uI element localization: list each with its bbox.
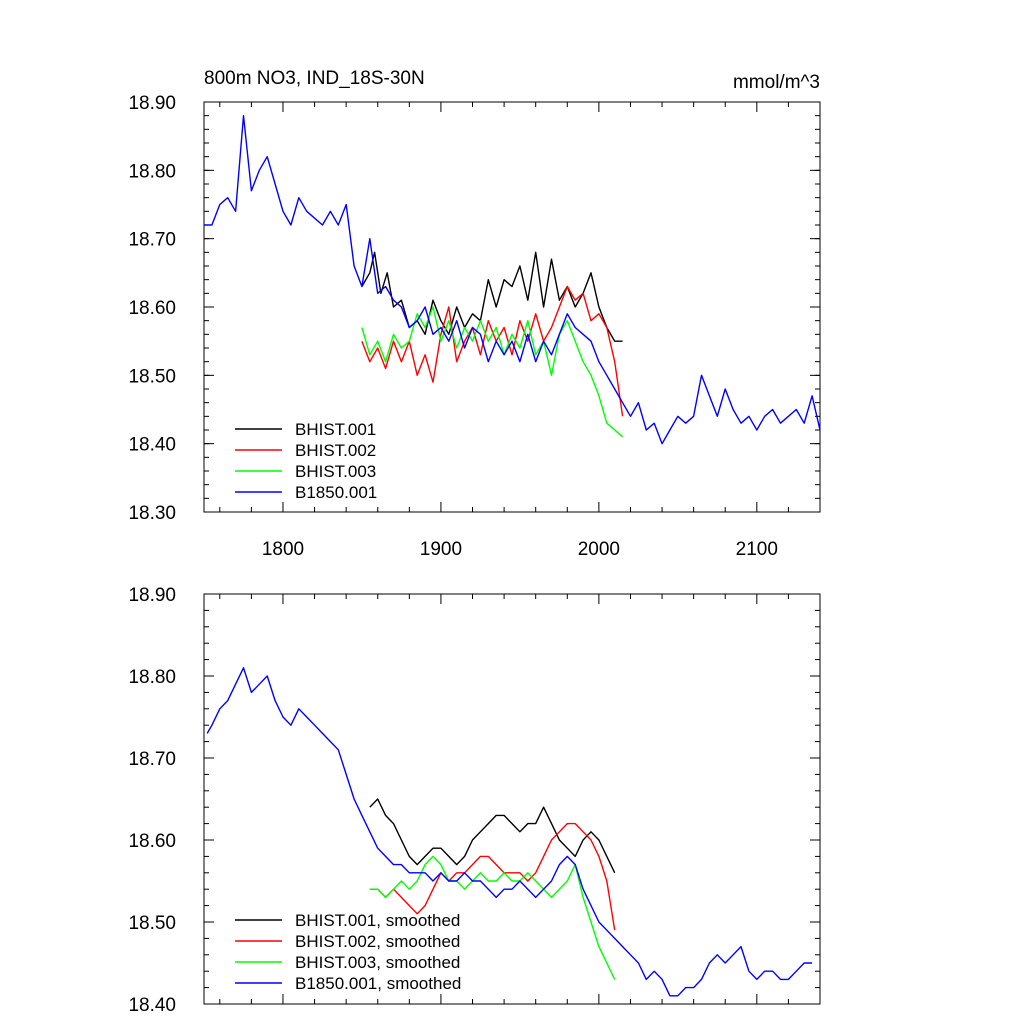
top-series-line-1 <box>361 285 624 417</box>
bottom-series-line-3 <box>206 667 813 997</box>
top-y-tick-label: 18.70 <box>128 230 176 251</box>
bottom-y-tick-label: 18.70 <box>128 749 176 770</box>
top-y-tick-label: 18.90 <box>128 93 176 114</box>
bottom-legend-label-3: B1850.001, smoothed <box>295 974 461 993</box>
top-y-tick-label: 18.30 <box>128 503 176 524</box>
top-y-tick-label: 18.60 <box>128 298 176 319</box>
top-legend-label-3: B1850.001 <box>295 483 377 502</box>
top-legend-label-0: BHIST.001 <box>295 420 376 439</box>
top-chart-panel: 1800 1900 2000 2100 18.30 18.40 18.50 18.60 18.7… <box>128 93 821 560</box>
bottom-series-line-1 <box>369 822 616 931</box>
top-x-tick-label: 1800 <box>262 539 304 560</box>
bottom-y-tick-label: 18.50 <box>128 913 176 934</box>
bottom-y-tick-label: 18.40 <box>128 995 176 1016</box>
chart-units-label: mmol/m^3 <box>733 72 820 93</box>
top-series-line-0 <box>361 251 623 342</box>
bottom-series-line-2 <box>369 855 616 980</box>
top-series-line-3 <box>204 114 821 445</box>
bottom-y-tick-label: 18.80 <box>128 667 176 688</box>
bottom-y-tick-label: 18.90 <box>128 585 176 606</box>
bottom-legend-label-0: BHIST.001, smoothed <box>295 911 460 930</box>
bottom-plot-frame <box>203 593 821 1005</box>
bottom-chart-panel: 18.40 18.50 18.60 18.70 18.80 18.90 BHIST.001,… <box>128 585 821 1016</box>
top-y-tick-label: 18.80 <box>128 161 176 182</box>
top-x-tick-label: 2000 <box>578 539 620 560</box>
chart-title-left: 800m NO3, IND_18S-30N <box>204 68 425 89</box>
top-x-tick-label: 1900 <box>420 539 462 560</box>
bottom-legend-label-2: BHIST.003, smoothed <box>295 953 460 972</box>
top-y-tick-label: 18.40 <box>128 435 176 456</box>
top-series-line-2 <box>361 306 624 438</box>
bottom-y-tick-label: 18.60 <box>128 831 176 852</box>
top-legend-label-1: BHIST.002 <box>295 441 376 460</box>
bottom-legend-label-1: BHIST.002, smoothed <box>295 932 460 951</box>
top-x-tick-label: 2100 <box>736 539 778 560</box>
top-y-tick-label: 18.50 <box>128 366 176 387</box>
bottom-series-line-0 <box>369 798 616 874</box>
top-legend-label-2: BHIST.003 <box>295 462 376 481</box>
